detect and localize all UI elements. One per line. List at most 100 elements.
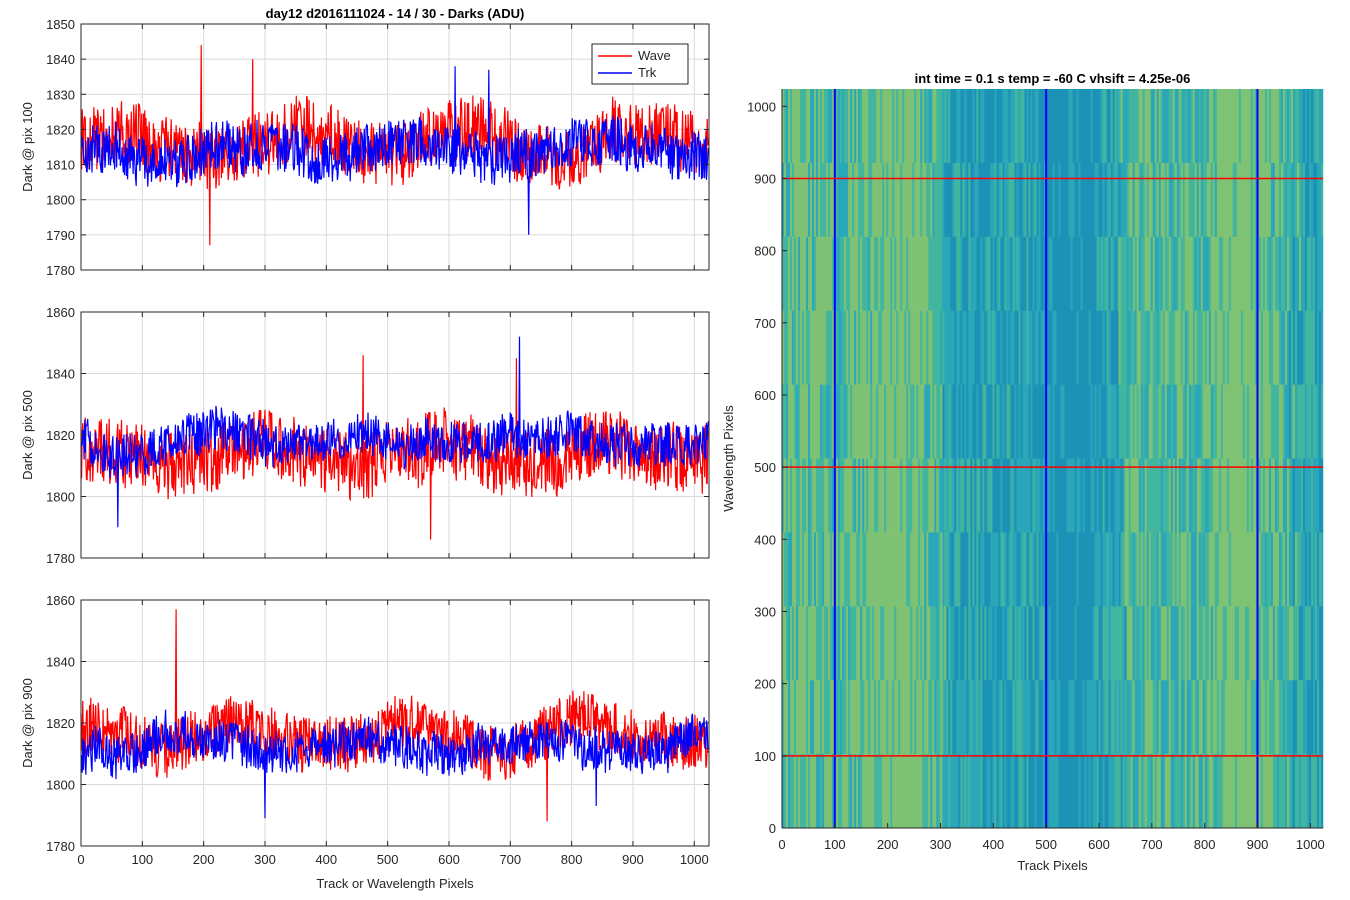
heatmap-cell <box>950 310 953 386</box>
heatmap-cell <box>1120 458 1123 533</box>
heatmap-cell <box>1262 162 1266 238</box>
heatmap-cell <box>1140 384 1143 459</box>
heatmap-cell <box>890 754 893 829</box>
heatmap-cell <box>1150 606 1153 681</box>
heatmap-cell <box>802 680 805 755</box>
heatmap-cell <box>1070 310 1073 386</box>
heatmap-cell <box>974 310 977 386</box>
heatmap-cell <box>970 162 973 238</box>
heatmap-cell <box>1206 384 1210 459</box>
heatmap-cell <box>962 236 965 312</box>
heatmap-cell <box>808 680 811 755</box>
heatmap-cell <box>892 162 895 238</box>
heatmap-cell <box>1234 754 1238 829</box>
heatmap-cell <box>874 89 877 164</box>
heatmap-cell <box>994 458 997 533</box>
x-tick-label: 700 <box>1141 837 1163 852</box>
heatmap-cell <box>1062 162 1065 238</box>
heatmap-cell <box>1238 89 1242 164</box>
heatmap-cell <box>1020 89 1023 164</box>
heatmap-cell <box>980 532 983 607</box>
heatmap-cell <box>818 606 821 681</box>
heatmap-cell <box>882 89 885 164</box>
heatmap-cell <box>1304 532 1308 607</box>
heatmap-cell <box>842 89 845 164</box>
heatmap-cell <box>1060 236 1063 312</box>
heatmap-cell <box>866 236 869 312</box>
heatmap-cell <box>1230 754 1234 829</box>
heatmap-cell <box>1096 680 1099 755</box>
heatmap-cell <box>1180 89 1184 164</box>
heatmap-cell <box>1282 680 1286 755</box>
heatmap-cell <box>1288 680 1292 755</box>
heatmap-cell <box>1198 458 1202 533</box>
heatmap-cell <box>794 532 797 607</box>
heatmap-cell <box>1166 384 1170 459</box>
heatmap-cell <box>954 162 957 238</box>
heatmap-cell <box>998 458 1001 533</box>
heatmap-cell <box>888 606 891 681</box>
heatmap-cell <box>1292 606 1296 681</box>
heatmap-cell <box>1186 532 1190 607</box>
heatmap-cell <box>1218 236 1222 312</box>
heatmap-cell <box>1264 310 1268 386</box>
heatmap-cell <box>1220 236 1224 312</box>
heatmap-cell <box>926 680 929 755</box>
heatmap-cell <box>860 162 863 238</box>
heatmap-cell <box>986 754 989 829</box>
heatmap-cell <box>1224 606 1228 681</box>
heatmap-cell <box>868 89 871 164</box>
heatmap-cell <box>1194 89 1198 164</box>
heatmap-cell <box>796 458 799 533</box>
heatmap-cell <box>1202 89 1206 164</box>
heatmap-cell <box>1014 162 1017 238</box>
heatmap-cell <box>1190 162 1194 238</box>
heatmap-cell <box>1014 754 1017 829</box>
heatmap-cell <box>824 458 827 533</box>
heatmap-cell <box>836 754 839 829</box>
heatmap-cell <box>1012 236 1015 312</box>
heatmap-cell <box>1106 606 1109 681</box>
heatmap-cell <box>986 162 989 238</box>
heatmap-cell <box>1122 162 1125 238</box>
heatmap-cell <box>812 89 815 164</box>
heatmap-cell <box>964 89 967 164</box>
heatmap-cell <box>1032 162 1035 238</box>
heatmap-cell <box>1276 162 1280 238</box>
heatmap-cell <box>898 754 901 829</box>
heatmap-cell <box>854 606 857 681</box>
heatmap-cell <box>1122 680 1125 755</box>
heatmap-cell <box>1232 532 1236 607</box>
heatmap-cell <box>908 162 911 238</box>
heatmap-cell <box>1286 236 1290 312</box>
heatmap-cell <box>986 89 989 164</box>
heatmap-cell <box>1174 310 1178 386</box>
heatmap-cell <box>804 458 807 533</box>
heatmap-cell <box>1184 606 1188 681</box>
heatmap-cell <box>866 754 869 829</box>
heatmap-cell <box>992 89 995 164</box>
heatmap-cell <box>798 532 801 607</box>
heatmap-cell <box>1238 680 1242 755</box>
heatmap-cell <box>810 606 813 681</box>
heatmap-cell <box>892 532 895 607</box>
heatmap-cell <box>1196 310 1200 386</box>
heatmap-cell <box>782 606 785 681</box>
heatmap-cell <box>852 606 855 681</box>
heatmap-cell <box>946 754 949 829</box>
heatmap-cell <box>1082 384 1085 459</box>
heatmap-cell <box>1246 384 1250 459</box>
heatmap-cell <box>1244 236 1248 312</box>
heatmap-cell <box>1300 680 1304 755</box>
heatmap-cell <box>1072 754 1075 829</box>
heatmap-cell <box>1082 458 1085 533</box>
heatmap-cell <box>792 162 795 238</box>
heatmap-cell <box>870 162 873 238</box>
heatmap-cell <box>1106 89 1109 164</box>
heatmap-cell <box>882 606 885 681</box>
heatmap-cell <box>1186 680 1190 755</box>
heatmap-cell <box>896 89 899 164</box>
heatmap-cell <box>876 384 879 459</box>
heatmap-cell <box>1228 384 1232 459</box>
heatmap-cell <box>1172 236 1176 312</box>
